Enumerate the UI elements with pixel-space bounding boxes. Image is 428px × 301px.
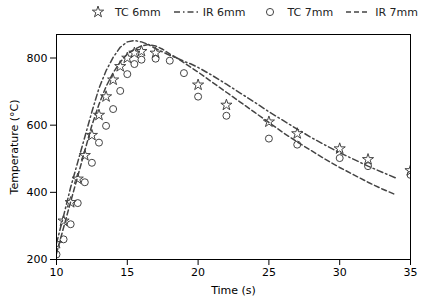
svg-text:Temperature (°C): Temperature (°C): [8, 100, 21, 196]
svg-text:600: 600: [27, 119, 48, 132]
svg-text:200: 200: [27, 253, 48, 266]
html-text:IR 7mm: IR 7mm: [375, 5, 418, 19]
svg-text:25: 25: [262, 266, 276, 279]
svg-text:30: 30: [333, 266, 347, 279]
svg-text:10: 10: [50, 266, 64, 279]
svg-text:20: 20: [191, 266, 205, 279]
svg-text:800: 800: [27, 52, 48, 65]
svg-text:35: 35: [404, 266, 418, 279]
svg-text:400: 400: [27, 186, 48, 199]
html-text:IR 6mm: IR 6mm: [202, 5, 246, 19]
svg-text:Time (s): Time (s): [210, 284, 256, 297]
svg-text:15: 15: [120, 266, 134, 279]
html-text:TC 6mm: TC 6mm: [115, 5, 161, 19]
html-text:TC 7mm: TC 7mm: [287, 5, 334, 19]
